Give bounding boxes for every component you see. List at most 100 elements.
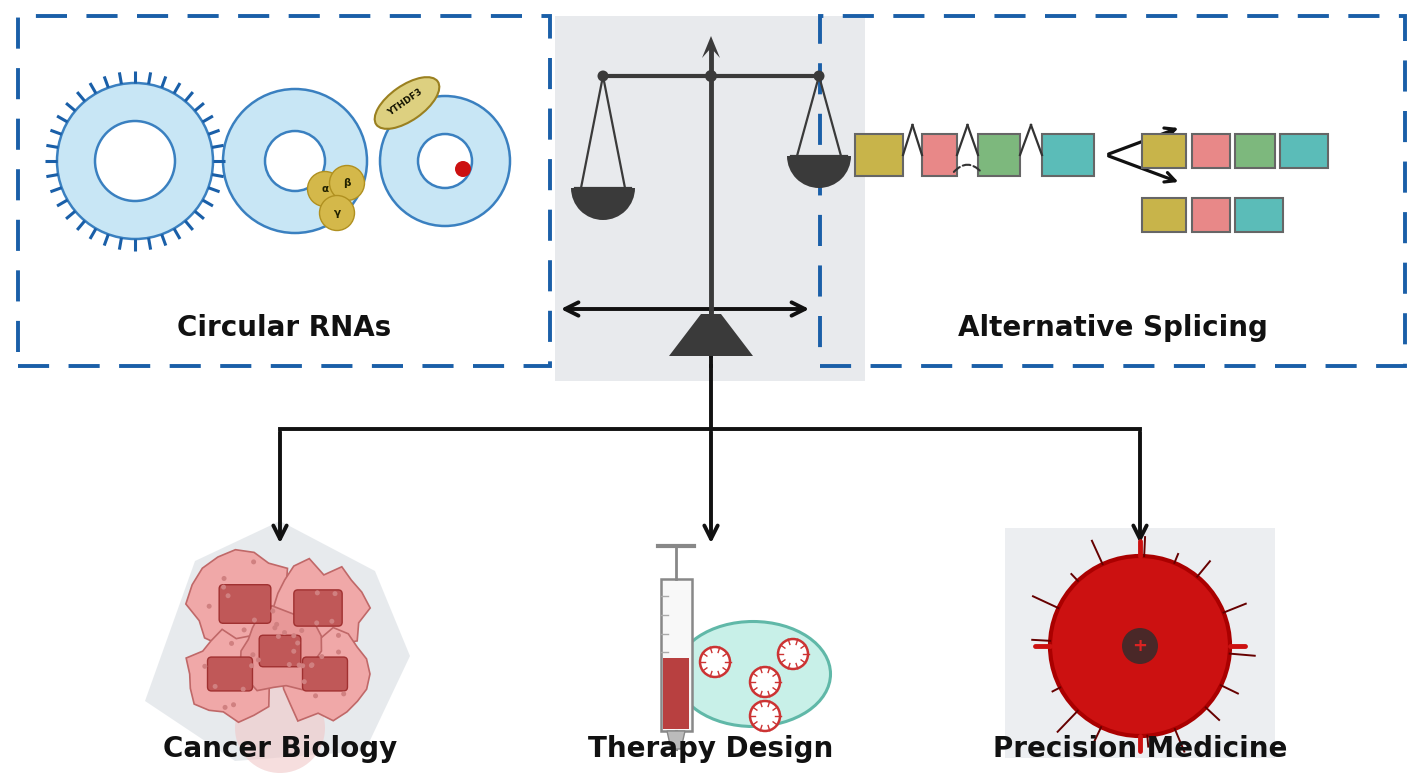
Circle shape xyxy=(749,701,781,731)
Circle shape xyxy=(287,662,292,667)
Circle shape xyxy=(202,664,208,669)
Circle shape xyxy=(333,591,337,596)
Circle shape xyxy=(300,663,306,669)
Circle shape xyxy=(297,662,301,668)
Circle shape xyxy=(292,649,296,654)
Bar xyxy=(1005,528,1276,758)
Bar xyxy=(1234,134,1276,168)
Bar xyxy=(1042,134,1094,176)
Circle shape xyxy=(229,641,235,646)
Text: α: α xyxy=(321,184,328,194)
Polygon shape xyxy=(668,314,754,356)
Circle shape xyxy=(705,70,717,82)
Bar xyxy=(663,658,690,729)
Text: YTHDF3: YTHDF3 xyxy=(385,87,424,117)
Circle shape xyxy=(220,585,226,590)
Circle shape xyxy=(301,679,307,684)
Circle shape xyxy=(1111,616,1170,676)
Circle shape xyxy=(778,639,808,669)
Bar xyxy=(555,16,865,381)
Circle shape xyxy=(264,131,326,191)
Text: Therapy Design: Therapy Design xyxy=(589,735,833,763)
Circle shape xyxy=(213,684,218,689)
Circle shape xyxy=(276,634,282,639)
Circle shape xyxy=(249,663,255,669)
Bar xyxy=(1234,198,1283,232)
Circle shape xyxy=(309,663,314,668)
Circle shape xyxy=(336,650,341,654)
Polygon shape xyxy=(240,606,321,690)
Circle shape xyxy=(252,559,256,565)
Circle shape xyxy=(299,628,304,633)
Polygon shape xyxy=(186,629,273,722)
Circle shape xyxy=(252,618,257,622)
Circle shape xyxy=(206,604,212,608)
Circle shape xyxy=(1064,570,1216,722)
Circle shape xyxy=(314,620,319,626)
Circle shape xyxy=(95,121,175,201)
Circle shape xyxy=(270,608,276,614)
Circle shape xyxy=(273,626,277,630)
Circle shape xyxy=(314,590,320,595)
Circle shape xyxy=(240,686,246,692)
Bar xyxy=(820,16,1405,366)
Circle shape xyxy=(320,654,324,659)
Bar xyxy=(855,134,903,176)
Bar xyxy=(978,134,1020,176)
Circle shape xyxy=(226,594,230,598)
Circle shape xyxy=(223,705,228,710)
Wedge shape xyxy=(786,156,850,188)
Circle shape xyxy=(256,658,260,662)
Circle shape xyxy=(1094,600,1186,692)
Polygon shape xyxy=(702,36,720,58)
Circle shape xyxy=(700,647,729,677)
Circle shape xyxy=(597,70,609,81)
Circle shape xyxy=(235,683,326,773)
Circle shape xyxy=(222,576,226,581)
Text: Precision Medicine: Precision Medicine xyxy=(993,735,1287,763)
Circle shape xyxy=(223,89,367,233)
Circle shape xyxy=(313,694,319,698)
Circle shape xyxy=(57,83,213,239)
Ellipse shape xyxy=(374,77,439,129)
Bar xyxy=(1192,134,1230,168)
Text: Circular RNAs: Circular RNAs xyxy=(176,314,391,342)
Bar xyxy=(921,134,957,176)
Text: γ: γ xyxy=(333,208,340,218)
Circle shape xyxy=(230,702,236,708)
Circle shape xyxy=(242,627,246,633)
Circle shape xyxy=(330,619,334,624)
FancyBboxPatch shape xyxy=(303,657,347,691)
Ellipse shape xyxy=(675,622,830,726)
Bar xyxy=(1142,134,1186,168)
Bar xyxy=(1280,134,1328,168)
Circle shape xyxy=(274,622,279,627)
Polygon shape xyxy=(186,550,293,666)
Circle shape xyxy=(310,662,314,667)
Circle shape xyxy=(380,96,510,226)
Polygon shape xyxy=(273,558,370,656)
Circle shape xyxy=(1049,556,1230,736)
Wedge shape xyxy=(572,188,636,220)
Bar xyxy=(18,16,550,366)
Circle shape xyxy=(813,70,825,81)
Bar xyxy=(660,579,691,731)
Text: Cancer Biology: Cancer Biology xyxy=(164,735,397,763)
Circle shape xyxy=(330,166,364,201)
Text: +: + xyxy=(1132,637,1148,655)
Circle shape xyxy=(250,652,256,658)
Bar xyxy=(1142,198,1186,232)
FancyBboxPatch shape xyxy=(219,585,270,623)
Circle shape xyxy=(292,633,296,638)
Circle shape xyxy=(1122,628,1158,664)
Bar xyxy=(1192,198,1230,232)
Circle shape xyxy=(336,633,341,638)
Text: Alternative Splicing: Alternative Splicing xyxy=(957,314,1267,342)
FancyBboxPatch shape xyxy=(208,657,253,691)
Circle shape xyxy=(418,134,472,188)
Circle shape xyxy=(282,630,287,635)
Circle shape xyxy=(749,667,781,697)
Circle shape xyxy=(341,691,346,697)
Circle shape xyxy=(1078,584,1202,708)
Circle shape xyxy=(296,640,300,645)
